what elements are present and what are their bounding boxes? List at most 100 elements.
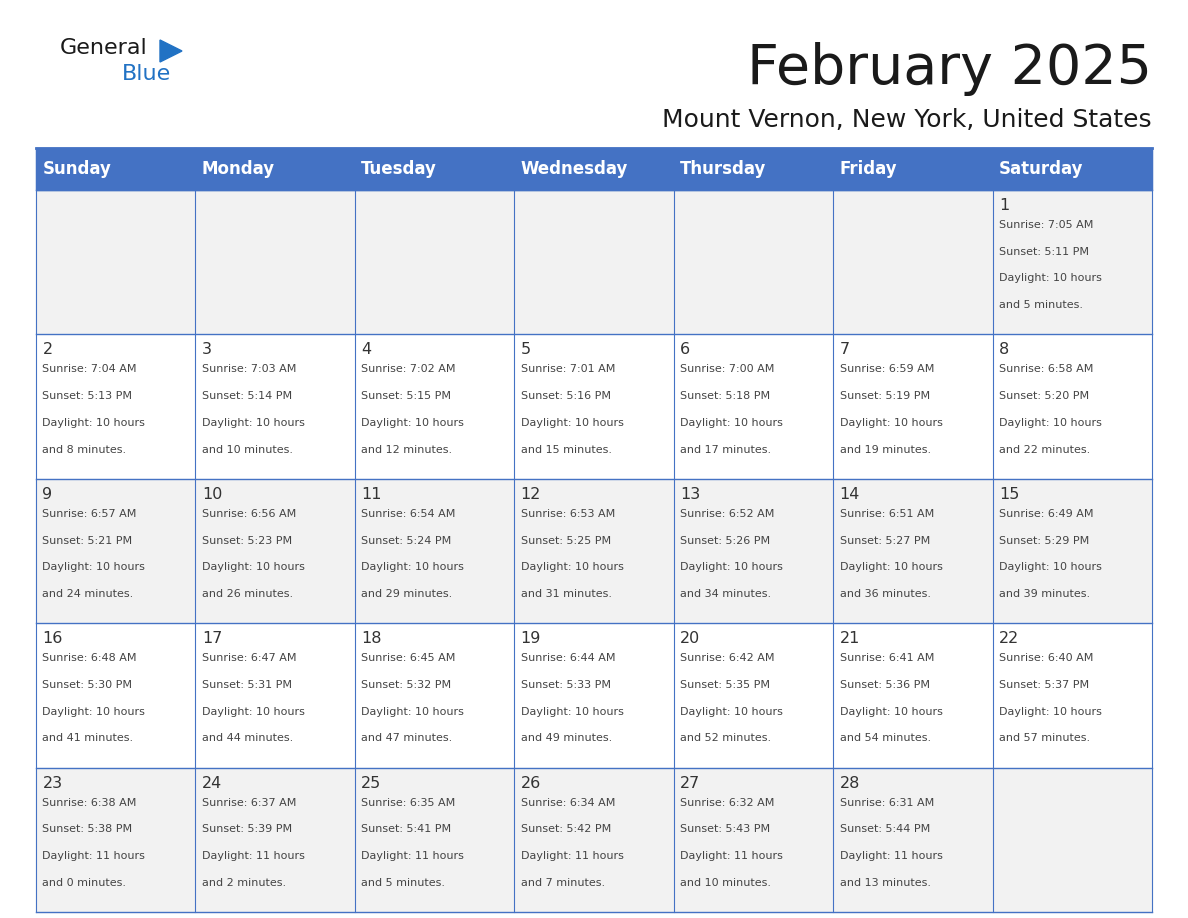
Text: 5: 5 — [520, 342, 531, 357]
Bar — [992, 190, 1152, 334]
Text: 14: 14 — [840, 487, 860, 502]
Text: Daylight: 10 hours: Daylight: 10 hours — [680, 562, 783, 572]
Bar — [36, 767, 196, 912]
Bar — [674, 334, 833, 479]
Text: and 36 minutes.: and 36 minutes. — [840, 589, 930, 599]
Text: Sunset: 5:24 PM: Sunset: 5:24 PM — [361, 535, 451, 545]
Text: Daylight: 10 hours: Daylight: 10 hours — [680, 707, 783, 717]
Text: Mount Vernon, New York, United States: Mount Vernon, New York, United States — [663, 108, 1152, 132]
Text: and 31 minutes.: and 31 minutes. — [520, 589, 612, 599]
Text: Daylight: 10 hours: Daylight: 10 hours — [202, 707, 304, 717]
Text: Daylight: 10 hours: Daylight: 10 hours — [680, 418, 783, 428]
Bar — [833, 334, 992, 479]
Text: 17: 17 — [202, 632, 222, 646]
Text: 21: 21 — [840, 632, 860, 646]
Text: Sunrise: 7:00 AM: Sunrise: 7:00 AM — [680, 364, 775, 375]
Text: and 54 minutes.: and 54 minutes. — [840, 733, 930, 744]
Text: Daylight: 10 hours: Daylight: 10 hours — [361, 562, 465, 572]
Text: Sunset: 5:38 PM: Sunset: 5:38 PM — [43, 824, 133, 834]
Bar — [514, 479, 674, 623]
Text: Sunrise: 6:45 AM: Sunrise: 6:45 AM — [361, 654, 456, 663]
Text: Daylight: 10 hours: Daylight: 10 hours — [999, 418, 1101, 428]
Text: and 29 minutes.: and 29 minutes. — [361, 589, 453, 599]
Bar — [833, 479, 992, 623]
Text: Sunset: 5:30 PM: Sunset: 5:30 PM — [43, 680, 132, 690]
Text: Sunset: 5:25 PM: Sunset: 5:25 PM — [520, 535, 611, 545]
Text: Sunrise: 6:32 AM: Sunrise: 6:32 AM — [680, 798, 775, 808]
Text: Daylight: 10 hours: Daylight: 10 hours — [361, 707, 465, 717]
Text: 18: 18 — [361, 632, 381, 646]
Bar — [992, 334, 1152, 479]
Text: Sunset: 5:35 PM: Sunset: 5:35 PM — [680, 680, 770, 690]
Text: 25: 25 — [361, 776, 381, 790]
Text: Daylight: 11 hours: Daylight: 11 hours — [840, 851, 942, 861]
Bar — [674, 479, 833, 623]
Text: and 12 minutes.: and 12 minutes. — [361, 444, 453, 454]
Bar — [992, 767, 1152, 912]
Text: General: General — [61, 38, 147, 58]
Text: and 5 minutes.: and 5 minutes. — [999, 300, 1083, 310]
Text: and 15 minutes.: and 15 minutes. — [520, 444, 612, 454]
Text: Daylight: 11 hours: Daylight: 11 hours — [202, 851, 304, 861]
Bar — [355, 623, 514, 767]
Text: Daylight: 10 hours: Daylight: 10 hours — [361, 418, 465, 428]
Text: 24: 24 — [202, 776, 222, 790]
Text: 19: 19 — [520, 632, 541, 646]
Text: Tuesday: Tuesday — [361, 160, 437, 178]
Text: Sunrise: 6:54 AM: Sunrise: 6:54 AM — [361, 509, 456, 519]
Text: Daylight: 10 hours: Daylight: 10 hours — [999, 274, 1101, 284]
Text: Sunrise: 7:01 AM: Sunrise: 7:01 AM — [520, 364, 615, 375]
Text: Sunrise: 6:38 AM: Sunrise: 6:38 AM — [43, 798, 137, 808]
Text: Sunrise: 6:58 AM: Sunrise: 6:58 AM — [999, 364, 1093, 375]
Text: and 39 minutes.: and 39 minutes. — [999, 589, 1091, 599]
Text: Sunset: 5:37 PM: Sunset: 5:37 PM — [999, 680, 1089, 690]
Bar — [992, 479, 1152, 623]
Text: Sunrise: 6:59 AM: Sunrise: 6:59 AM — [840, 364, 934, 375]
Text: Friday: Friday — [840, 160, 897, 178]
Text: Sunrise: 6:52 AM: Sunrise: 6:52 AM — [680, 509, 775, 519]
Text: and 57 minutes.: and 57 minutes. — [999, 733, 1091, 744]
Text: Sunset: 5:19 PM: Sunset: 5:19 PM — [840, 391, 930, 401]
Text: Daylight: 11 hours: Daylight: 11 hours — [680, 851, 783, 861]
Text: Sunset: 5:42 PM: Sunset: 5:42 PM — [520, 824, 611, 834]
Text: 22: 22 — [999, 632, 1019, 646]
Text: Sunrise: 6:35 AM: Sunrise: 6:35 AM — [361, 798, 455, 808]
Text: Sunrise: 6:49 AM: Sunrise: 6:49 AM — [999, 509, 1093, 519]
Text: Sunrise: 6:37 AM: Sunrise: 6:37 AM — [202, 798, 296, 808]
Text: and 10 minutes.: and 10 minutes. — [202, 444, 292, 454]
Text: Sunset: 5:26 PM: Sunset: 5:26 PM — [680, 535, 770, 545]
Text: Sunset: 5:33 PM: Sunset: 5:33 PM — [520, 680, 611, 690]
Text: 9: 9 — [43, 487, 52, 502]
Text: Sunrise: 6:57 AM: Sunrise: 6:57 AM — [43, 509, 137, 519]
Text: Sunrise: 6:53 AM: Sunrise: 6:53 AM — [520, 509, 615, 519]
Text: 23: 23 — [43, 776, 63, 790]
Text: Sunrise: 7:05 AM: Sunrise: 7:05 AM — [999, 220, 1093, 230]
Text: Daylight: 11 hours: Daylight: 11 hours — [520, 851, 624, 861]
Text: 1: 1 — [999, 198, 1009, 213]
Text: Sunset: 5:15 PM: Sunset: 5:15 PM — [361, 391, 451, 401]
Text: 10: 10 — [202, 487, 222, 502]
Text: Wednesday: Wednesday — [520, 160, 628, 178]
Text: and 49 minutes.: and 49 minutes. — [520, 733, 612, 744]
Text: Daylight: 10 hours: Daylight: 10 hours — [999, 562, 1101, 572]
Text: Sunrise: 6:40 AM: Sunrise: 6:40 AM — [999, 654, 1093, 663]
Bar — [355, 190, 514, 334]
Text: 2: 2 — [43, 342, 52, 357]
Text: Sunset: 5:11 PM: Sunset: 5:11 PM — [999, 247, 1089, 257]
Text: Sunset: 5:20 PM: Sunset: 5:20 PM — [999, 391, 1089, 401]
Bar — [355, 479, 514, 623]
Bar — [833, 767, 992, 912]
Bar — [833, 623, 992, 767]
Text: and 22 minutes.: and 22 minutes. — [999, 444, 1091, 454]
Text: Sunset: 5:36 PM: Sunset: 5:36 PM — [840, 680, 929, 690]
Bar — [36, 479, 196, 623]
Text: Daylight: 10 hours: Daylight: 10 hours — [840, 707, 942, 717]
Text: and 26 minutes.: and 26 minutes. — [202, 589, 293, 599]
Bar — [355, 334, 514, 479]
Bar — [674, 623, 833, 767]
Text: Sunrise: 6:44 AM: Sunrise: 6:44 AM — [520, 654, 615, 663]
Text: and 8 minutes.: and 8 minutes. — [43, 444, 126, 454]
Text: Daylight: 10 hours: Daylight: 10 hours — [840, 418, 942, 428]
Bar — [514, 767, 674, 912]
Text: 12: 12 — [520, 487, 541, 502]
